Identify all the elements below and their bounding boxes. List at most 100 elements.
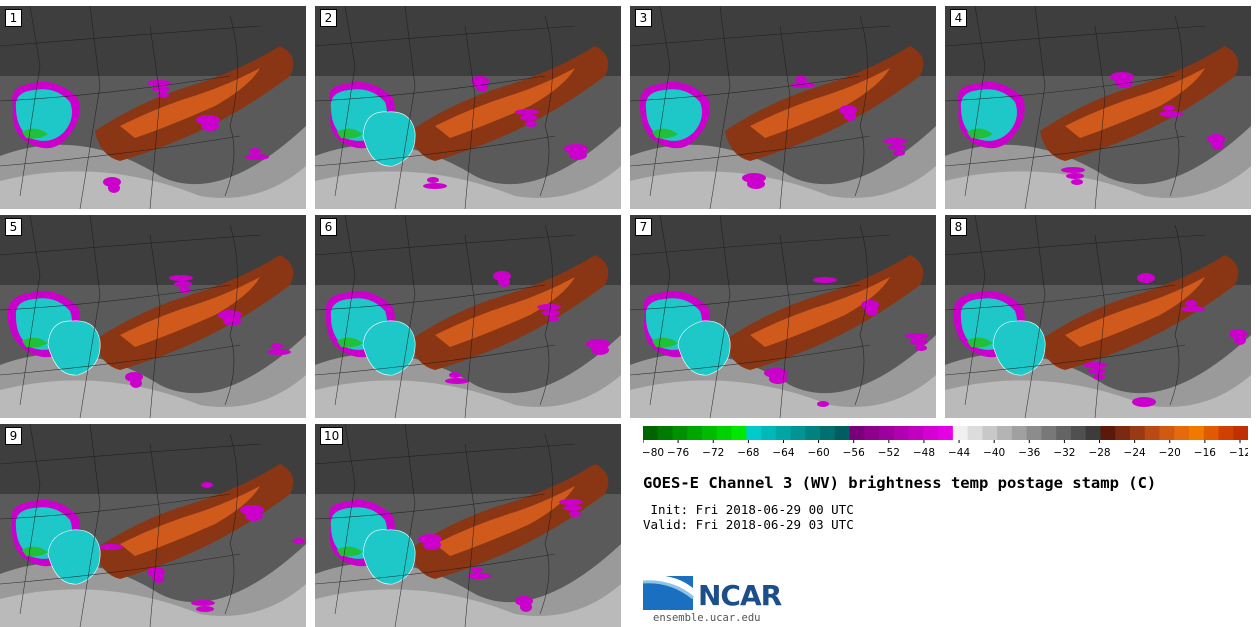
colorbar-segment <box>1144 426 1160 440</box>
colorbar-tick-label: −64 <box>772 447 794 459</box>
colorbar-segment <box>1129 426 1146 440</box>
postage-stamp-panel: 1 <box>0 6 306 209</box>
colorbar-tick-label: −68 <box>737 447 759 459</box>
stamp-number: 4 <box>950 9 967 27</box>
colorbar-segment <box>1203 426 1219 440</box>
wv-brightness-map <box>945 6 1251 209</box>
colorbar-tick-label: −28 <box>1088 447 1110 459</box>
postage-stamp-panel: 9 <box>0 424 306 627</box>
colorbar-tick-label: −72 <box>702 447 724 459</box>
colorbar-segment <box>1233 426 1248 440</box>
colorbar-segment <box>775 426 791 440</box>
colorbar-tick-label: −80 <box>643 447 664 459</box>
colorbar-segment <box>1070 426 1087 440</box>
convective-anvil-secondary <box>362 529 416 585</box>
colorbar-tick-label: −48 <box>913 447 935 459</box>
postage-stamp-panel: 3 <box>630 6 936 209</box>
wv-brightness-map <box>315 6 621 209</box>
colorbar-segment <box>1011 426 1028 440</box>
wv-brightness-map <box>0 215 306 418</box>
colorbar-segment <box>849 426 865 440</box>
colorbar-segment <box>923 426 939 440</box>
colorbar-segment <box>1188 426 1205 440</box>
stamp-number: 1 <box>5 9 22 27</box>
convective-anvil-secondary <box>362 320 416 376</box>
wv-brightness-map <box>315 424 621 627</box>
colorbar-segment <box>893 426 910 440</box>
colorbar-segment <box>716 426 732 440</box>
postage-stamp-panel: 6 <box>315 215 621 418</box>
colorbar-segment <box>997 426 1013 440</box>
convective-anvil-secondary <box>47 529 101 585</box>
colorbar-segment <box>643 426 659 440</box>
postage-stamp-panel: 8 <box>945 215 1251 418</box>
colorbar-segment <box>879 426 895 440</box>
colorbar-segment <box>1115 426 1131 440</box>
colorbar-tick-label: −16 <box>1194 447 1216 459</box>
colorbar-segment <box>952 426 969 440</box>
stamp-number: 5 <box>5 218 22 236</box>
wv-brightness-map <box>630 6 936 209</box>
colorbar-tick-label: −36 <box>1018 447 1040 459</box>
colorbar-segment <box>746 426 762 440</box>
figure-title: GOES-E Channel 3 (WV) brightness temp po… <box>643 474 1157 492</box>
colorbar-tick-label: −76 <box>667 447 689 459</box>
colorbar: −80 −76 −72 −68 −64 −60 −56 −52 −48 −44 −40 −36 −32 −… <box>643 426 1248 459</box>
stamp-number: 6 <box>320 218 337 236</box>
logo-url: ensemble.ucar.edu <box>653 612 761 624</box>
colorbar-segment <box>702 426 718 440</box>
convective-anvil-secondary <box>677 320 731 376</box>
convective-anvil-secondary <box>47 320 101 376</box>
colorbar-segment <box>672 426 688 440</box>
postage-stamp-panel: 5 <box>0 215 306 418</box>
colorbar-segment <box>761 426 777 440</box>
colorbar-tick-label: −20 <box>1159 447 1181 459</box>
colorbar-segment <box>790 426 806 440</box>
colorbar-tick-label: −32 <box>1053 447 1075 459</box>
postage-stamp-panel: 4 <box>945 6 1251 209</box>
colorbar-segment <box>938 426 954 440</box>
postage-stamp-panel: 2 <box>315 6 621 209</box>
colorbar-segment <box>834 426 850 440</box>
valid-time: Valid: Fri 2018-06-29 03 UTC <box>643 517 854 532</box>
colorbar-segment <box>1174 426 1190 440</box>
colorbar-segment <box>1159 426 1175 440</box>
convective-anvil-secondary <box>362 111 416 167</box>
colorbar-segment <box>1085 426 1101 440</box>
wv-brightness-map <box>0 6 306 209</box>
colorbar-segment <box>820 426 836 440</box>
colorbar-tick-label: −24 <box>1124 447 1146 459</box>
colorbar-segment <box>1100 426 1116 440</box>
colorbar-segment <box>1041 426 1057 440</box>
colorbar-segment <box>982 426 998 440</box>
stamp-number: 9 <box>5 427 22 445</box>
wv-brightness-map <box>630 215 936 418</box>
colorbar-segment <box>657 426 673 440</box>
colorbar-segment <box>1026 426 1042 440</box>
colorbar-segment <box>1056 426 1072 440</box>
stamp-number: 3 <box>635 9 652 27</box>
colorbar-segment <box>687 426 703 440</box>
colorbar-segment <box>731 426 747 440</box>
colorbar-tick-label: −60 <box>808 447 830 459</box>
init-time: Init: Fri 2018-06-29 00 UTC <box>643 502 854 517</box>
colorbar-segment <box>908 426 924 440</box>
wv-brightness-map <box>945 215 1251 418</box>
colorbar-tick-label: −44 <box>948 447 970 459</box>
stamp-number: 8 <box>950 218 967 236</box>
colorbar-segment <box>1218 426 1234 440</box>
wv-brightness-map <box>315 215 621 418</box>
colorbar-segment <box>805 426 821 440</box>
colorbar-tick-label: −12 <box>1229 447 1248 459</box>
convective-anvil-secondary <box>992 320 1046 376</box>
logo-text: NCAR <box>698 579 782 612</box>
postage-stamp-panel: 7 <box>630 215 936 418</box>
colorbar-tick-label: −40 <box>983 447 1005 459</box>
wv-brightness-map <box>0 424 306 627</box>
colorbar-segment <box>864 426 880 440</box>
colorbar-segment <box>967 426 983 440</box>
colorbar-tick-label: −56 <box>843 447 865 459</box>
stamp-number: 2 <box>320 9 337 27</box>
ncar-logo-icon <box>643 575 694 610</box>
postage-stamp-panel: 10 <box>315 424 621 627</box>
